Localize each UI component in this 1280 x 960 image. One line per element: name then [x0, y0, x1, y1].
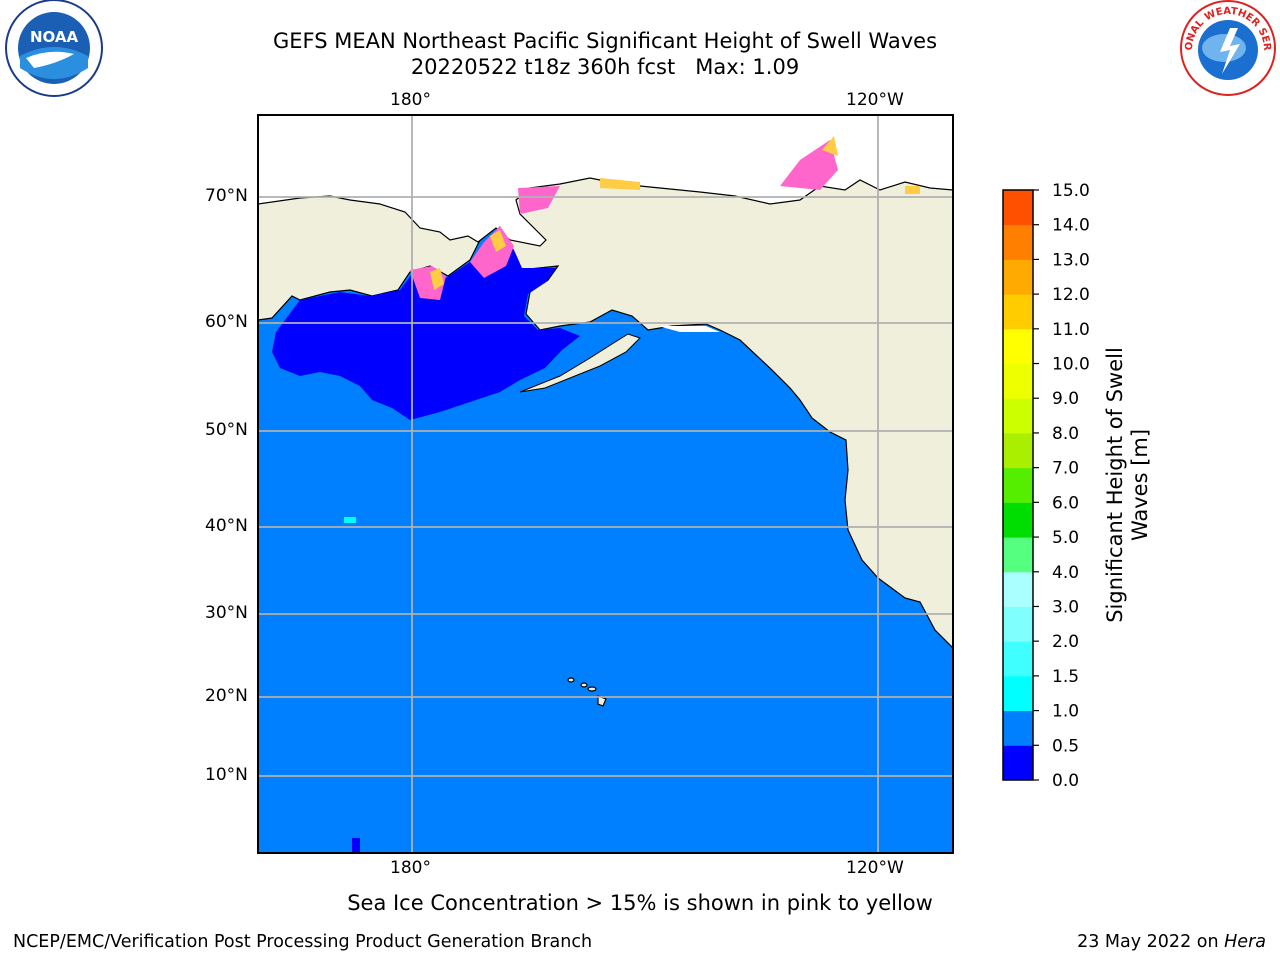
footer-date: 23 May 2022 on: [1077, 932, 1225, 952]
colorbar-tick-label: 5.0: [1052, 528, 1079, 548]
chart-run-info: 20220522 t18z 360h fcst: [410, 55, 676, 79]
small-cyan-patch: [344, 517, 356, 523]
colorbar-label-line2: Waves [m]: [1128, 428, 1152, 542]
small-blue-patch: [352, 838, 360, 853]
colorbar-cell: [1003, 467, 1033, 503]
colorbar-tick-label: 12.0: [1052, 285, 1090, 305]
colorbar-cell: [1003, 745, 1033, 781]
colorbar-cells: [1003, 190, 1033, 781]
noaa-logo-text: NOAA: [30, 28, 79, 46]
ice-gap: [658, 326, 720, 332]
colorbar-tick-label: 11.0: [1052, 320, 1090, 340]
gridlines: [258, 115, 953, 853]
colorbar-tick-label: 13.0: [1052, 250, 1090, 270]
colorbar-tick-label: 3.0: [1052, 597, 1079, 617]
chart-subtitle: 20220522 t18z 360h fcst Max: 1.09: [0, 54, 1210, 80]
hawaii-islands: [567, 677, 607, 707]
nws-logo: NATIONAL WEATHER SERVICE: [1178, 0, 1276, 96]
colorbar-frame: [1002, 189, 1034, 781]
colorbar-cell: [1003, 502, 1033, 538]
colorbar-cell: [1003, 294, 1033, 330]
y-tick-10n: 10°N: [205, 765, 248, 785]
x-tick-top-120w: 120°W: [846, 90, 904, 110]
colorbar-cell: [1003, 571, 1033, 607]
y-tick-30n: 30°N: [205, 603, 248, 623]
colorbar-cell: [1003, 190, 1033, 226]
colorbar-cell: [1003, 710, 1033, 746]
colorbar-label-line1: Significant Height of Swell: [1103, 347, 1127, 623]
colorbar-tick-label: 10.0: [1052, 355, 1090, 375]
footer-host: Hera: [1224, 932, 1266, 952]
colorbar-tick-label: 7.0: [1052, 459, 1079, 479]
chart-max-info: Max: 1.09: [695, 55, 800, 79]
colorbar-cell: [1003, 606, 1033, 642]
footer-left: NCEP/EMC/Verification Post Processing Pr…: [13, 932, 593, 952]
colorbar-tick-label: 1.5: [1052, 667, 1079, 687]
footer-right: 23 May 2022 on Hera: [1077, 932, 1266, 952]
colorbar-tick-label: 6.0: [1052, 493, 1079, 513]
colorbar-tick-label: 0.5: [1052, 736, 1079, 756]
sea-ice-note: Sea Ice Concentration > 15% is shown in …: [347, 891, 933, 915]
noaa-logo: NOAA: [5, 0, 103, 97]
y-tick-40n: 40°N: [205, 516, 248, 536]
colorbar-cell: [1003, 537, 1033, 573]
land-alaska-peninsula: [519, 333, 641, 393]
colorbar-ticks: 0.0 0.5 1.0 1.5 2.0 3.0 4.0 5.0 6.0 7.0 8.0 9.0 10.0…: [1033, 181, 1090, 791]
colorbar-cell: [1003, 675, 1033, 712]
colorbar-tick-label: 8.0: [1052, 424, 1079, 444]
chart-title: GEFS MEAN Northeast Pacific Significant …: [272, 29, 938, 53]
x-tick-top-180: 180°: [390, 90, 431, 110]
x-tick-bottom-120w: 120°W: [846, 858, 904, 878]
y-tick-60n: 60°N: [205, 312, 248, 332]
colorbar-cell: [1003, 398, 1033, 434]
map-frame: [257, 114, 954, 854]
colorbar-cell: [1003, 259, 1033, 295]
colorbar-tick-label: 1.0: [1052, 702, 1079, 722]
x-tick-bottom-180: 180°: [390, 858, 431, 878]
y-tick-70n: 70°N: [205, 186, 248, 206]
colorbar-tick-label: 0.0: [1052, 771, 1079, 791]
sea-ice-edge: [410, 140, 838, 300]
land-siberia: [258, 115, 953, 649]
sea-ice-yellow: [430, 136, 920, 290]
colorbar-cell: [1003, 328, 1033, 365]
colorbar-tick-label: 15.0: [1052, 181, 1090, 201]
colorbar-cell: [1003, 224, 1033, 260]
colorbar-tick-label: 4.0: [1052, 563, 1079, 583]
y-tick-20n: 20°N: [205, 686, 248, 706]
colorbar-tick-label: 9.0: [1052, 389, 1079, 409]
colorbar-cell: [1003, 432, 1033, 469]
colorbar-tick-label: 14.0: [1052, 216, 1090, 236]
colorbar-cell: [1003, 363, 1033, 399]
y-tick-50n: 50°N: [205, 420, 248, 440]
colorbar-cell: [1003, 641, 1033, 677]
colorbar-tick-label: 2.0: [1052, 632, 1079, 652]
